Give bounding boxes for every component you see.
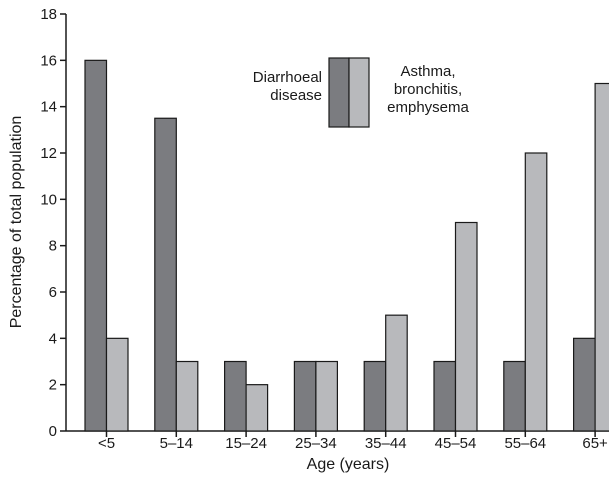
y-tick-label: 0 xyxy=(49,423,57,440)
bar-respiratory-7 xyxy=(594,82,609,432)
bar-diarrhoeal-0 xyxy=(84,59,108,432)
x-tick-label: 15–24 xyxy=(225,435,267,452)
y-tick-label: 18 xyxy=(40,6,57,23)
x-tick-label: 5–14 xyxy=(160,435,193,452)
bar-diarrhoeal-4 xyxy=(363,360,387,432)
x-axis-title: Age (years) xyxy=(307,456,390,473)
bars xyxy=(84,59,609,432)
y-tick-label: 6 xyxy=(49,284,57,301)
x-tick-label: 55–64 xyxy=(504,435,546,452)
bar-respiratory-0 xyxy=(105,337,129,432)
bar-diarrhoeal-2 xyxy=(224,360,247,432)
y-tick-label: 2 xyxy=(49,377,57,394)
bar-respiratory-5 xyxy=(454,221,478,432)
legend-swatch-respiratory xyxy=(348,57,370,128)
bar-respiratory-2 xyxy=(245,384,269,432)
bar-respiratory-4 xyxy=(385,314,408,432)
legend-swatch-diarrhoeal xyxy=(328,57,350,128)
legend: Diarrhoeal disease Asthma, bronchitis, emphy… xyxy=(253,57,470,128)
y-tick-label: 8 xyxy=(49,238,57,255)
y-tick-label: 10 xyxy=(40,191,57,208)
x-tick-label: 25–34 xyxy=(295,435,337,452)
bar-diarrhoeal-3 xyxy=(293,360,317,432)
bar-diarrhoeal-6 xyxy=(503,360,526,432)
bar-diarrhoeal-5 xyxy=(433,360,457,432)
x-axis: <5 5–14 15–24 25–34 35–44 45–54 55–64 65+ xyxy=(66,430,609,452)
y-tick-label: 4 xyxy=(49,330,57,347)
x-tick-label: <5 xyxy=(98,435,115,452)
legend-label-respiratory: Asthma, bronchitis, emphysema xyxy=(387,63,469,116)
y-axis-title: Percentage of total population xyxy=(8,116,25,329)
y-axis: 0 2 4 6 8 10 12 14 16 18 xyxy=(40,6,67,440)
legend-label-diarrhoeal: Diarrhoeal disease xyxy=(253,69,322,104)
bar-respiratory-1 xyxy=(175,360,199,432)
x-tick-label: 65+ xyxy=(582,435,608,452)
x-tick-label: 45–54 xyxy=(435,435,477,452)
bar-respiratory-6 xyxy=(524,152,548,432)
x-tick-label: 35–44 xyxy=(365,435,407,452)
bar-diarrhoeal-1 xyxy=(154,117,177,432)
y-tick-label: 14 xyxy=(40,99,57,116)
bar-respiratory-3 xyxy=(315,360,338,432)
y-tick-label: 16 xyxy=(40,52,57,69)
y-tick-label: 12 xyxy=(40,145,57,162)
bar-diarrhoeal-7 xyxy=(572,337,596,432)
